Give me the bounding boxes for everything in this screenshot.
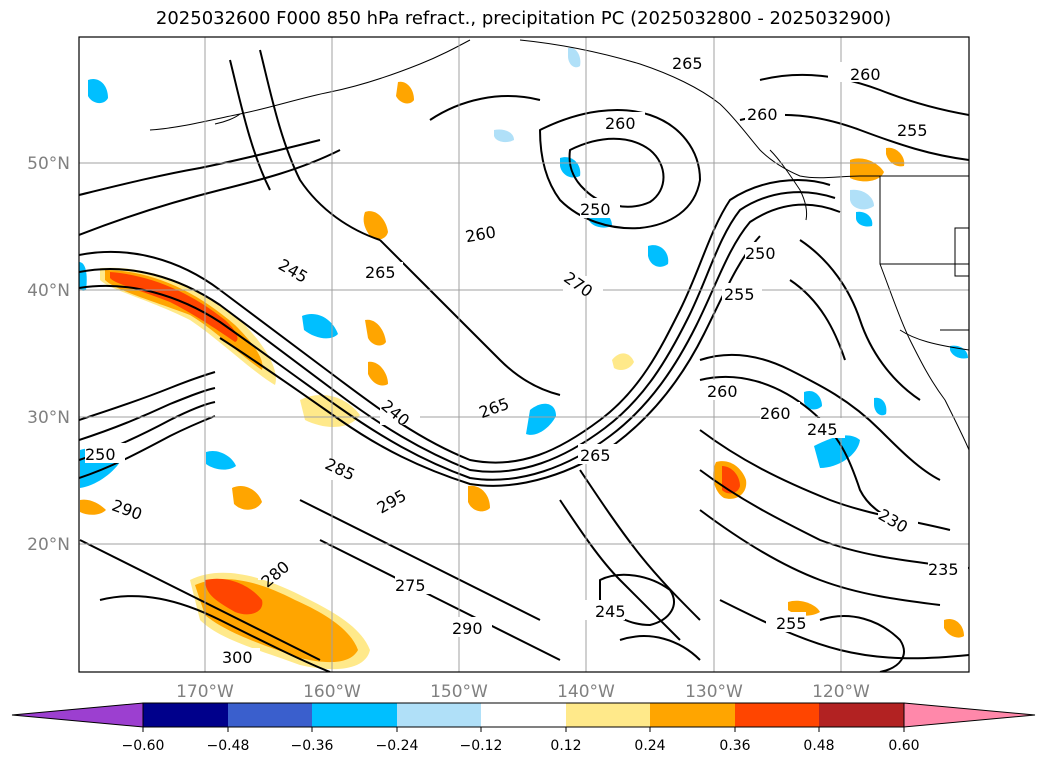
contour-label: 250	[580, 200, 611, 219]
lon-label-130w: 130°W	[685, 682, 743, 702]
colorbar-tick-label: −0.60	[122, 738, 165, 754]
colorbar: −0.60 −0.48 −0.36 −0.24 −0.12 0.12 0.24 …	[11, 702, 1036, 754]
colorbar-tick-label: 0.24	[634, 738, 665, 754]
lat-label-40n: 40°N	[27, 281, 70, 301]
contour-label: 255	[776, 614, 807, 633]
map-frame	[78, 36, 970, 673]
contour-label: 265	[365, 263, 396, 282]
contour-label: 275	[395, 576, 426, 595]
contour-label: 260	[850, 65, 881, 84]
colorbar-segment	[650, 703, 735, 727]
colorbar-tick-label: 0.60	[888, 738, 919, 754]
colorbar-segment	[566, 703, 650, 727]
lon-label-170w: 170°W	[176, 682, 234, 702]
contour-label: 265	[580, 446, 611, 465]
colorbar-segment	[143, 703, 228, 727]
lat-label-20n: 20°N	[27, 535, 70, 555]
colorbar-tick-label: −0.24	[376, 738, 419, 754]
colorbar-segment	[397, 703, 481, 727]
lat-label-50n: 50°N	[27, 154, 70, 174]
colorbar-segment	[481, 703, 566, 727]
contour-label: 260	[707, 382, 738, 401]
contour-label: 245	[807, 420, 838, 439]
colorbar-segment	[312, 703, 397, 727]
contour-label: 260	[760, 404, 791, 423]
contour-labels: 265 260 255 250 245 240 270 275 280 285 …	[85, 52, 968, 668]
colorbar-tick-label: 0.12	[550, 738, 581, 754]
lon-label-160w: 160°W	[303, 682, 361, 702]
colorbar-tick-label: −0.36	[291, 738, 334, 754]
lon-label-140w: 140°W	[557, 682, 615, 702]
contour-label: 265	[672, 54, 703, 73]
colorbar-tick-label: −0.48	[207, 738, 250, 754]
contour-label: 245	[595, 602, 626, 621]
longitude-labels: 170°W 160°W 150°W 140°W 130°W 120°W	[176, 682, 870, 702]
contour-label: 290	[452, 619, 483, 638]
colorbar-segment	[735, 703, 819, 727]
contour-label: 235	[928, 560, 959, 579]
contour-label: 255	[724, 285, 755, 304]
coastlines	[149, 39, 969, 451]
contour-label: 260	[747, 105, 778, 124]
map-title: 2025032600 F000 850 hPa refract., precip…	[155, 8, 892, 29]
colorbar-tick-label: −0.12	[460, 738, 503, 754]
colorbar-tick-label: 0.48	[803, 738, 834, 754]
colorbar-segment	[819, 703, 904, 727]
contour-label: 250	[85, 445, 116, 464]
latitude-labels: 50°N 40°N 30°N 20°N	[27, 154, 70, 555]
map-area	[79, 37, 969, 672]
colorbar-ticks	[142, 727, 905, 732]
contour-label: 300	[222, 648, 253, 667]
lon-label-150w: 150°W	[430, 682, 488, 702]
lon-label-120w: 120°W	[812, 682, 870, 702]
colorbar-extend-high	[903, 702, 1036, 728]
colorbar-segment	[228, 703, 312, 727]
colorbar-tick-label: 0.36	[719, 738, 750, 754]
contour-label: 250	[745, 244, 776, 263]
contour-label: 260	[605, 114, 636, 133]
lat-label-30n: 30°N	[27, 408, 70, 428]
contour-label: 255	[897, 121, 928, 140]
colorbar-extend-low	[11, 702, 144, 728]
graticule	[79, 37, 969, 672]
